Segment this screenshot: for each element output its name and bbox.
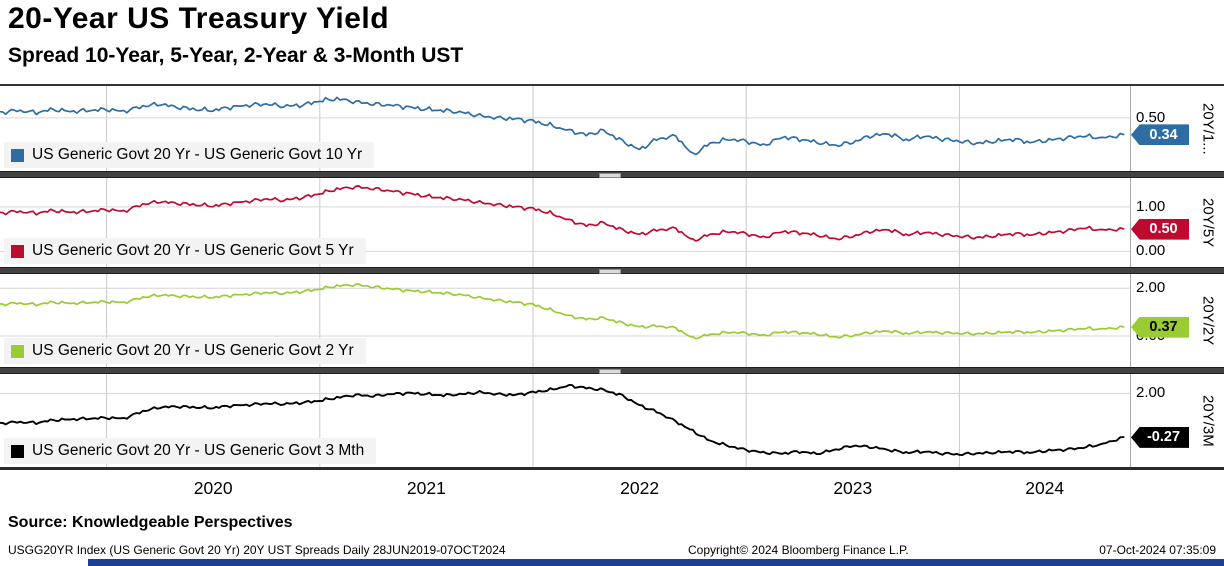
legend-color-swatch <box>11 344 24 358</box>
y-axis-tick-label: 2.00 <box>1136 384 1166 402</box>
page-subtitle: Spread 10-Year, 5-Year, 2-Year & 3-Month… <box>8 44 464 67</box>
x-axis-year-label: 2023 <box>833 478 873 498</box>
legend-20y-3m[interactable]: US Generic Govt 20 Yr - US Generic Govt … <box>4 438 377 464</box>
legend-color-swatch <box>11 148 24 162</box>
legend-label: US Generic Govt 20 Yr - US Generic Govt … <box>32 146 363 163</box>
legend-color-swatch <box>11 444 24 458</box>
legend-20y-10y[interactable]: US Generic Govt 20 Yr - US Generic Govt … <box>4 142 375 168</box>
last-value-badge-20y-2y: 0.37 <box>1131 316 1189 338</box>
legend-label: US Generic Govt 20 Yr - US Generic Govt … <box>32 342 354 359</box>
panel-20y-3m: US Generic Govt 20 Yr - US Generic Govt … <box>0 374 1130 467</box>
chart-top-border <box>0 84 1224 86</box>
bottom-taskbar-strip <box>88 559 1224 566</box>
x-axis-year-label: 2022 <box>620 478 660 498</box>
panel-separator-1 <box>0 171 1224 178</box>
legend-20y-5y[interactable]: US Generic Govt 20 Yr - US Generic Govt … <box>4 238 366 264</box>
y-axis-tick-label: 0.00 <box>1136 242 1166 260</box>
chart-area: US Generic Govt 20 Yr - US Generic Govt … <box>0 84 1224 470</box>
x-axis-year-label: 2020 <box>193 478 233 498</box>
panel-axis-label-20y-3m: 20Y/3M <box>1199 394 1217 447</box>
spread-20y-3m-line <box>0 374 1130 467</box>
panel-axis-label-20y-5y: 20Y/5Y <box>1199 197 1217 248</box>
panel-separator-2 <box>0 267 1224 274</box>
footer-ticker-info: USGG20YR Index (US Generic Govt 20 Yr) 2… <box>8 543 506 557</box>
y-axis-tick-label: 2.00 <box>1136 279 1166 297</box>
x-axis-line <box>0 467 1224 470</box>
last-value-badge-20y-3m: -0.27 <box>1131 426 1189 448</box>
x-axis-year-label: 2021 <box>406 478 446 498</box>
spread-20y-2y-line <box>0 274 1130 367</box>
panel-20y-2y: US Generic Govt 20 Yr - US Generic Govt … <box>0 274 1130 367</box>
legend-20y-2y[interactable]: US Generic Govt 20 Yr - US Generic Govt … <box>4 338 366 364</box>
separator-drag-handle-icon[interactable] <box>599 269 621 274</box>
source-line: Source: Knowledgeable Perspectives <box>8 514 293 531</box>
separator-drag-handle-icon[interactable] <box>599 173 621 178</box>
legend-label: US Generic Govt 20 Yr - US Generic Govt … <box>32 442 365 459</box>
legend-label: US Generic Govt 20 Yr - US Generic Govt … <box>32 242 354 259</box>
y-axis-tick-label: 0.50 <box>1136 108 1166 126</box>
y-axis-line <box>1130 86 1131 467</box>
panel-separator-3 <box>0 367 1224 374</box>
y-axis-tick-label: 1.00 <box>1136 197 1166 215</box>
footer-copyright: Copyright© 2024 Bloomberg Finance L.P. <box>688 543 909 557</box>
footer-timestamp: 07-Oct-2024 07:35:09 <box>1099 543 1216 557</box>
last-value-badge-20y-10y: 0.34 <box>1131 124 1189 146</box>
legend-color-swatch <box>11 244 24 258</box>
panel-20y-5y: US Generic Govt 20 Yr - US Generic Govt … <box>0 178 1130 267</box>
footer: USGG20YR Index (US Generic Govt 20 Yr) 2… <box>0 543 1224 558</box>
x-axis-year-label: 2024 <box>1025 478 1065 498</box>
x-axis-labels: 2020 2021 2022 2023 2024 <box>0 478 1130 502</box>
separator-drag-handle-icon[interactable] <box>599 369 621 374</box>
panel-20y-10y: US Generic Govt 20 Yr - US Generic Govt … <box>0 86 1130 171</box>
last-value-badge-20y-5y: 0.50 <box>1131 218 1189 240</box>
page-title: 20-Year US Treasury Yield <box>8 2 390 35</box>
panel-axis-label-20y-10y: 20Y/1... <box>1199 102 1217 155</box>
panel-axis-label-20y-2y: 20Y/2Y <box>1199 295 1217 346</box>
